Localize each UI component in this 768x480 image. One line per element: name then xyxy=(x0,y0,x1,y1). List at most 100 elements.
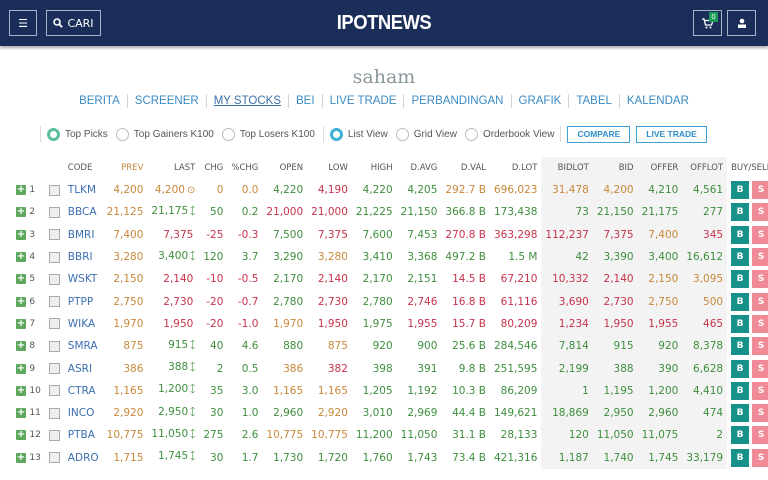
table-row[interactable]: + 7 WIKA 1,970 1,950 🡛 -20 -1.0 1,970 1,950 1,975… xyxy=(0,313,768,335)
sell-button[interactable]: S xyxy=(752,181,768,199)
table-row[interactable]: + 10 CTRA 1,165 1,200 🡙 35 3.0 1,165 1,165 1,205 1… xyxy=(0,380,768,402)
row-checkbox[interactable] xyxy=(49,296,60,307)
subnav-screener[interactable]: SCREENER xyxy=(127,94,206,108)
sell-button[interactable]: S xyxy=(752,315,768,333)
radio-top-picks[interactable]: Top Picks xyxy=(47,128,108,141)
buy-button[interactable]: B xyxy=(731,382,749,400)
buy-button[interactable]: B xyxy=(731,449,749,467)
add-watchlist-icon[interactable]: + xyxy=(16,185,26,195)
add-watchlist-icon[interactable]: + xyxy=(16,230,26,240)
sell-button[interactable]: S xyxy=(752,360,768,378)
row-checkbox[interactable] xyxy=(49,318,60,329)
buy-button[interactable]: B xyxy=(731,226,749,244)
buy-button[interactable]: B xyxy=(731,426,749,444)
subnav-live-trade[interactable]: LIVE TRADE xyxy=(322,94,404,108)
buy-button[interactable]: B xyxy=(731,360,749,378)
row-checkbox[interactable] xyxy=(49,341,60,352)
user-button[interactable] xyxy=(727,10,756,36)
radio-list-view[interactable]: List View xyxy=(330,128,388,141)
buy-button[interactable]: B xyxy=(731,181,749,199)
table-row[interactable]: + 2 BBCA 21,125 21,175 🡙 50 0.2 21,000 21,000 21,… xyxy=(0,201,768,223)
live-trade-button[interactable]: LIVE TRADE xyxy=(636,126,707,143)
cell-code[interactable]: WIKA xyxy=(64,313,103,335)
table-row[interactable]: + 12 PTBA 10,775 11,050 🡙 275 2.6 10,775 10,775 1… xyxy=(0,424,768,446)
col-code[interactable]: CODE xyxy=(64,157,103,179)
sell-button[interactable]: S xyxy=(752,404,768,422)
table-row[interactable]: + 8 SMRA 875 915 🡙 40 4.6 880 875 920 900 25.6 B 284… xyxy=(0,335,768,357)
table-row[interactable]: + 5 WSKT 2,150 2,140 🡛 -10 -0.5 2,170 2,140 2,170… xyxy=(0,268,768,290)
cell-code[interactable]: ASRI xyxy=(64,357,103,379)
radio-top-losers[interactable]: Top Losers K100 xyxy=(222,128,315,141)
sell-button[interactable]: S xyxy=(752,226,768,244)
sell-button[interactable]: S xyxy=(752,337,768,355)
row-checkbox[interactable] xyxy=(49,229,60,240)
row-checkbox[interactable] xyxy=(49,363,60,374)
sell-button[interactable]: S xyxy=(752,270,768,288)
cell-code[interactable]: INCO xyxy=(64,402,103,424)
table-row[interactable]: + 3 BMRI 7,400 7,375 🡛 -25 -0.3 7,500 7,375 7,600… xyxy=(0,224,768,246)
row-checkbox[interactable] xyxy=(49,185,60,196)
sell-button[interactable]: S xyxy=(752,449,768,467)
col-bid[interactable]: BID xyxy=(593,157,638,179)
subnav-berita[interactable]: BERITA xyxy=(72,94,127,108)
buy-button[interactable]: B xyxy=(731,270,749,288)
cell-code[interactable]: CTRA xyxy=(64,380,103,402)
subnav-tabel[interactable]: TABEL xyxy=(568,94,619,108)
add-watchlist-icon[interactable]: + xyxy=(16,408,26,418)
col-chg[interactable]: CHG xyxy=(199,157,227,179)
subnav-perbandingan[interactable]: PERBANDINGAN xyxy=(403,94,510,108)
table-row[interactable]: + 6 PTPP 2,750 2,730 🡛 -20 -0.7 2,780 2,730 2,780… xyxy=(0,290,768,312)
compare-button[interactable]: COMPARE xyxy=(567,126,630,143)
cart-button[interactable]: 0 xyxy=(693,10,722,36)
buy-button[interactable]: B xyxy=(731,248,749,266)
cell-code[interactable]: SMRA xyxy=(64,335,103,357)
add-watchlist-icon[interactable]: + xyxy=(16,386,26,396)
add-watchlist-icon[interactable]: + xyxy=(16,430,26,440)
buy-button[interactable]: B xyxy=(731,203,749,221)
cell-code[interactable]: PTBA xyxy=(64,424,103,446)
subnav-grafik[interactable]: GRAFIK xyxy=(511,94,569,108)
row-checkbox[interactable] xyxy=(49,430,60,441)
table-row[interactable]: + 4 BBRI 3,280 3,400 🡙 120 3.7 3,290 3,280 3,410 3… xyxy=(0,246,768,268)
col-high[interactable]: HIGH xyxy=(352,157,397,179)
sell-button[interactable]: S xyxy=(752,426,768,444)
radio-orderbook-view[interactable]: Orderbook View xyxy=(465,128,555,141)
row-checkbox[interactable] xyxy=(49,274,60,285)
col-dlot[interactable]: D.LOT xyxy=(490,157,541,179)
sell-button[interactable]: S xyxy=(752,248,768,266)
add-watchlist-icon[interactable]: + xyxy=(16,364,26,374)
cell-code[interactable]: BBCA xyxy=(64,201,103,223)
cell-code[interactable]: WSKT xyxy=(64,268,103,290)
add-watchlist-icon[interactable]: + xyxy=(16,297,26,307)
buy-button[interactable]: B xyxy=(731,315,749,333)
table-row[interactable]: + 11 INCO 2,920 2,950 🡙 30 1.0 2,960 2,920 3,010 2… xyxy=(0,402,768,424)
sell-button[interactable]: S xyxy=(752,203,768,221)
add-watchlist-icon[interactable]: + xyxy=(16,274,26,284)
table-row[interactable]: + 1 TLKM 4,200 4,200 ⊙ 0 0.0 4,220 4,190 4,220 4,2… xyxy=(0,179,768,201)
subnav-kalendar[interactable]: KALENDAR xyxy=(619,94,696,108)
cell-code[interactable]: ADRO xyxy=(64,447,103,469)
col-prev[interactable]: PREV xyxy=(103,157,148,179)
col-bidlot[interactable]: BIDLOT xyxy=(541,157,592,179)
row-checkbox[interactable] xyxy=(49,207,60,218)
subnav-bei[interactable]: BEI xyxy=(288,94,322,108)
row-checkbox[interactable] xyxy=(49,408,60,419)
row-checkbox[interactable] xyxy=(49,252,60,263)
table-row[interactable]: + 9 ASRI 386 388 🡙 2 0.5 386 382 398 391 9.8 B 251,5… xyxy=(0,357,768,379)
col-offlot[interactable]: OFFLOT xyxy=(682,157,727,179)
add-watchlist-icon[interactable]: + xyxy=(16,319,26,329)
add-watchlist-icon[interactable]: + xyxy=(16,207,26,217)
buy-button[interactable]: B xyxy=(731,337,749,355)
col-pchg[interactable]: %CHG xyxy=(227,157,262,179)
cell-code[interactable]: PTPP xyxy=(64,290,103,312)
add-watchlist-icon[interactable]: + xyxy=(16,341,26,351)
col-offer[interactable]: OFFER xyxy=(638,157,683,179)
add-watchlist-icon[interactable]: + xyxy=(16,453,26,463)
site-logo[interactable]: IPOTNEWS xyxy=(31,12,738,35)
cell-code[interactable]: BMRI xyxy=(64,224,103,246)
radio-top-gainers[interactable]: Top Gainers K100 xyxy=(116,128,214,141)
cell-code[interactable]: TLKM xyxy=(64,179,103,201)
cell-code[interactable]: BBRI xyxy=(64,246,103,268)
sell-button[interactable]: S xyxy=(752,382,768,400)
col-last[interactable]: LAST xyxy=(147,157,199,179)
